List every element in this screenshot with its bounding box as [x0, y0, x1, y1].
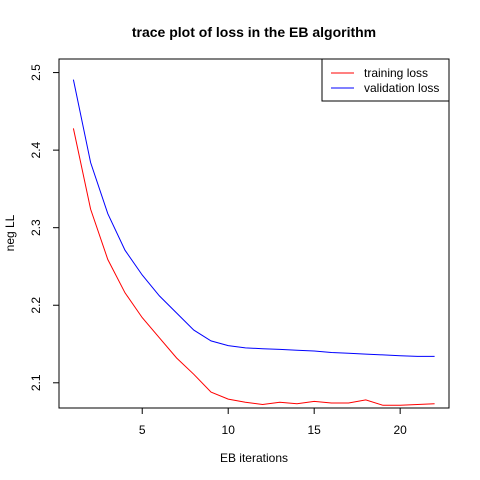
- x-tick-label-0: 5: [139, 423, 146, 437]
- x-tick-label-1: 10: [222, 423, 236, 437]
- series-line-validation-loss: [72, 79, 435, 357]
- plot-frame: [58, 58, 450, 409]
- x-tick-label-2: 15: [308, 423, 322, 437]
- legend-label-1: validation loss: [364, 81, 439, 95]
- y-axis-label: neg LL: [3, 214, 17, 251]
- series-layer: [72, 79, 435, 406]
- y-tick-label-1: 2.2: [29, 297, 43, 314]
- chart-title: trace plot of loss in the EB algorithm: [132, 24, 376, 40]
- y-tick-label-3: 2.4: [29, 141, 43, 158]
- y-tick-label-0: 2.1: [29, 374, 43, 391]
- series-line-training-loss: [72, 128, 435, 406]
- y-axis: 2.1 2.2 2.3 2.4 2.5: [29, 64, 59, 391]
- x-axis-label: EB iterations: [220, 451, 288, 465]
- legend-label-0: training loss: [364, 66, 428, 80]
- x-axis: 5 10 15 20: [139, 408, 407, 437]
- y-tick-label-2: 2.3: [29, 219, 43, 236]
- y-tick-label-4: 2.5: [29, 64, 43, 81]
- legend-box: [321, 58, 450, 102]
- x-tick-label-3: 20: [393, 423, 407, 437]
